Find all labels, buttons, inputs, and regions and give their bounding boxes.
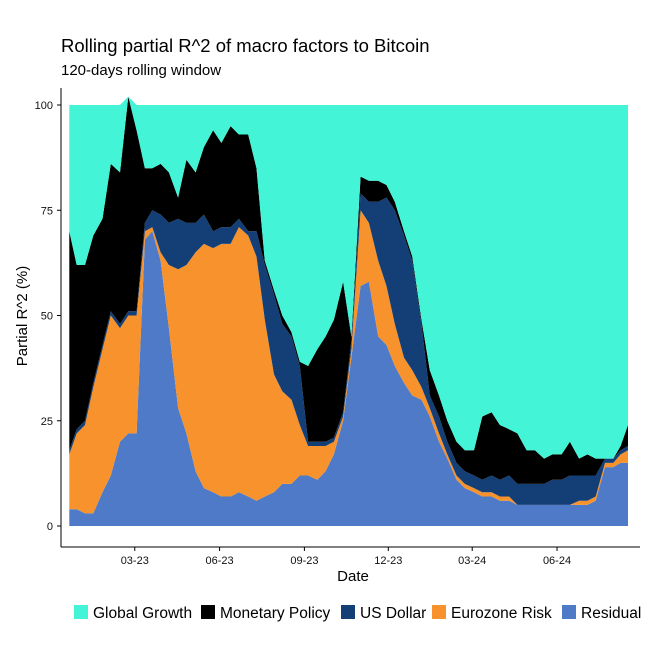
x-tick-label: 03-24 xyxy=(458,555,486,567)
x-tick-label: 12-23 xyxy=(374,555,402,567)
x-tick-label: 06-23 xyxy=(206,555,234,567)
x-axis-ticks: 03-23 06-23 09-23 12-23 03-24 06-24 xyxy=(121,547,571,567)
legend-label-global-growth: Global Growth xyxy=(93,605,192,622)
x-axis-title: Date xyxy=(337,568,369,585)
chart-subtitle: 120-days rolling window xyxy=(61,62,221,79)
area-residual xyxy=(69,231,629,527)
y-tick-label: 50 xyxy=(41,311,53,323)
y-tick-label: 100 xyxy=(35,100,53,112)
legend-swatch-global-growth xyxy=(74,605,88,619)
legend-label-eurozone-risk: Eurozone Risk xyxy=(451,605,552,622)
legend-swatch-residual xyxy=(562,605,576,619)
chart-title: Rolling partial R^2 of macro factors to … xyxy=(61,35,430,56)
y-tick-label: 75 xyxy=(41,205,53,217)
stacked-areas xyxy=(69,96,629,527)
legend: Global Growth Monetary Policy US Dollar Eur… xyxy=(74,605,641,622)
legend-label-us-dollar: US Dollar xyxy=(360,605,426,622)
legend-label-monetary-policy: Monetary Policy xyxy=(220,605,331,622)
x-tick-label: 03-23 xyxy=(121,555,149,567)
legend-swatch-eurozone-risk xyxy=(432,605,446,619)
legend-swatch-monetary-policy xyxy=(201,605,215,619)
x-tick-label: 09-23 xyxy=(290,555,318,567)
y-tick-label: 25 xyxy=(41,416,53,428)
area-global-growth xyxy=(69,96,629,459)
legend-label-residual: Residual xyxy=(581,605,641,622)
area-monetary-policy xyxy=(69,96,629,484)
area-eurozone-risk xyxy=(69,210,629,514)
x-tick-label: 06-24 xyxy=(543,555,571,567)
y-tick-label: 0 xyxy=(47,521,53,533)
y-axis-ticks: 0 25 50 75 100 xyxy=(35,100,61,533)
y-axis-title: Partial R^2 (%) xyxy=(14,266,31,366)
legend-swatch-us-dollar xyxy=(341,605,355,619)
